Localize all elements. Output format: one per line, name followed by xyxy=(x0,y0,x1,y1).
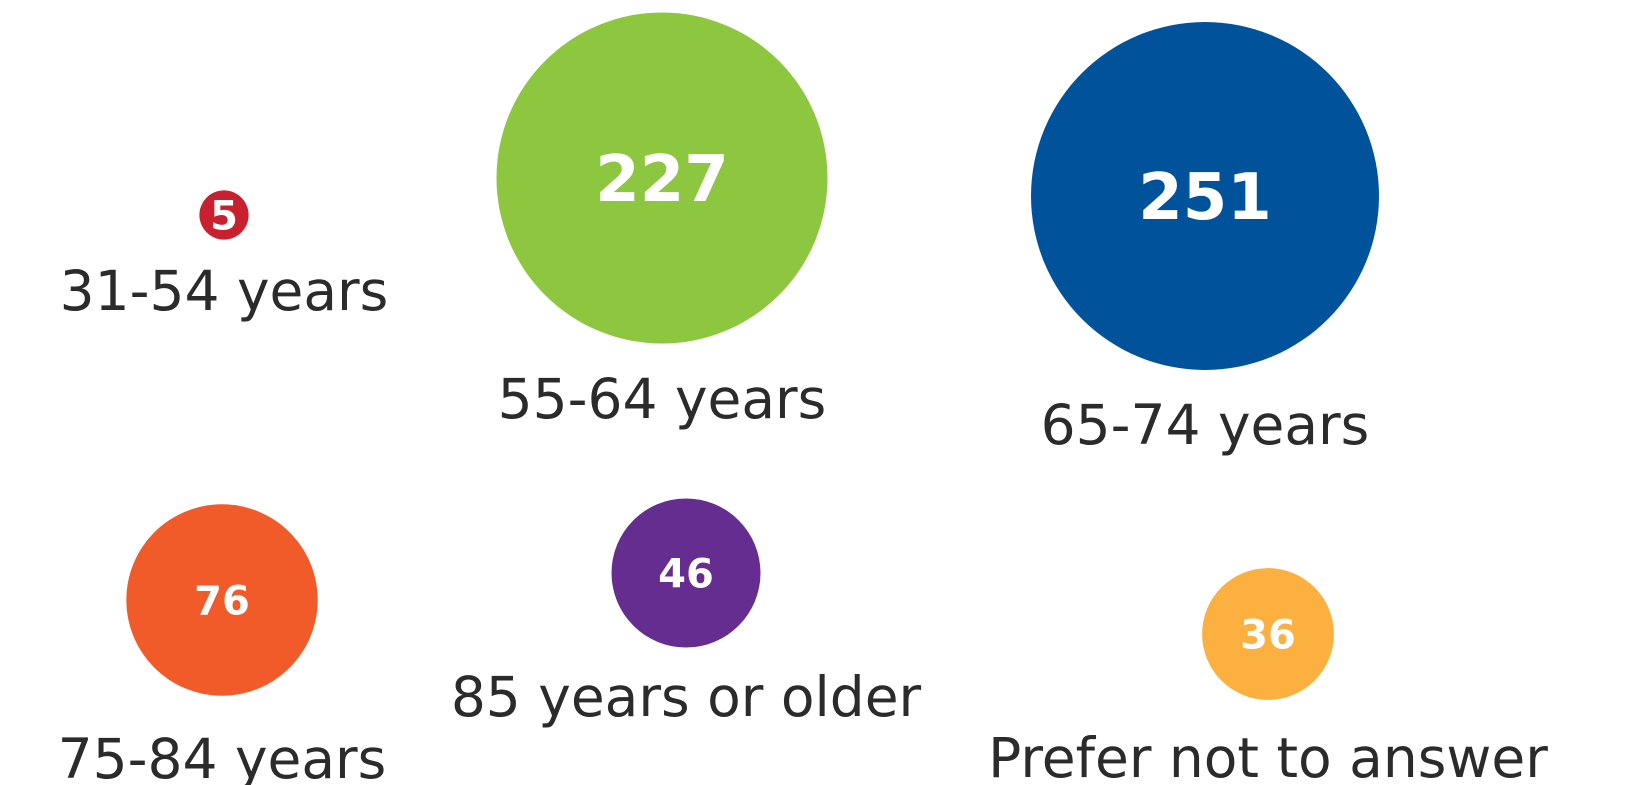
category-label-31-54-years: 31-54 years xyxy=(60,259,389,323)
bubble-75-84-years xyxy=(126,504,318,696)
bubble-55-64-years xyxy=(496,12,828,344)
bubble-31-54-years xyxy=(199,190,249,240)
category-label-prefer-not-to-answer: Prefer not to answer xyxy=(988,726,1548,785)
value-label-85-years-or-older: 46 xyxy=(658,551,714,597)
category-label-55-64-years: 55-64 years xyxy=(498,367,827,431)
value-label-75-84-years: 76 xyxy=(194,578,250,624)
category-label-65-74-years: 65-74 years xyxy=(1041,393,1370,457)
bubble-65-74-years xyxy=(1031,22,1379,370)
bubble-85-years-or-older xyxy=(611,498,761,648)
value-label-55-64-years: 227 xyxy=(595,143,729,217)
category-label-85-years-or-older: 85 years or older xyxy=(451,665,922,729)
value-label-65-74-years: 251 xyxy=(1138,161,1272,235)
category-label-75-84-years: 75-84 years xyxy=(58,727,387,785)
value-label-31-54-years: 5 xyxy=(210,193,238,239)
bubble-prefer-not-to-answer xyxy=(1202,568,1334,700)
value-label-prefer-not-to-answer: 36 xyxy=(1240,612,1296,658)
bubbles-group: 5 31-54 years 227 55-64 years 251 65-74 years… xyxy=(58,12,1548,785)
